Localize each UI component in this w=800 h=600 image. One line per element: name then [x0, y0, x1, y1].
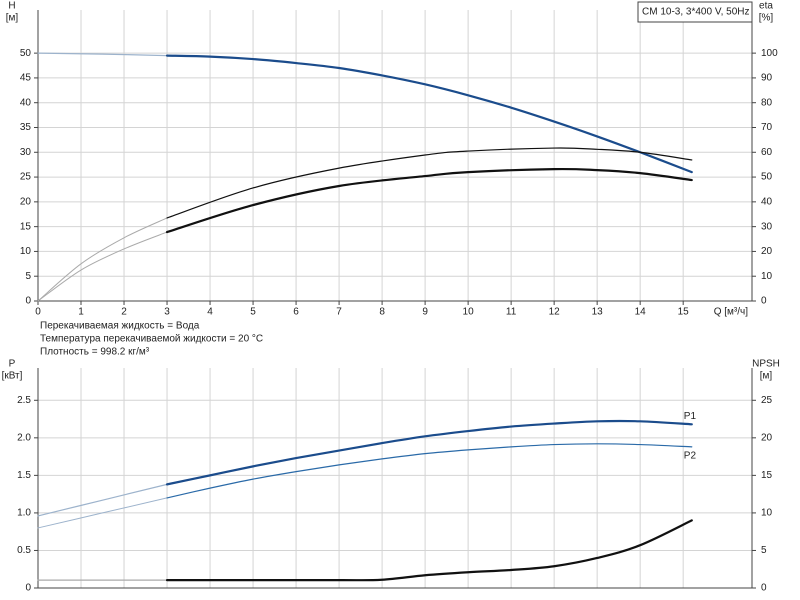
- y2-tick-label: 70: [761, 122, 773, 133]
- x-tick-label: 6: [293, 307, 299, 318]
- x-tick-label: 9: [422, 307, 428, 318]
- y2-tick-label: 60: [761, 147, 773, 158]
- y2-tick-label: 90: [761, 73, 773, 84]
- y-tick-label: 35: [20, 122, 32, 133]
- y-tick-label: 15: [20, 221, 32, 232]
- y2-unit: [м]: [760, 371, 773, 382]
- x-tick-label: 3: [164, 307, 170, 318]
- x-tick-label: 12: [549, 307, 561, 318]
- x-tick-label: 10: [463, 307, 475, 318]
- curve: [37, 52, 168, 57]
- curve: [166, 147, 693, 219]
- y-tick-label: 10: [20, 246, 32, 257]
- series-label: P1: [684, 411, 697, 422]
- x-tick-label: 4: [207, 307, 213, 318]
- y2-tick-label: 20: [761, 246, 773, 257]
- series-label: P2: [684, 450, 697, 461]
- y-label: P: [9, 359, 16, 370]
- y-tick-label: 30: [20, 147, 32, 158]
- x-tick-label: 8: [379, 307, 385, 318]
- y-unit: [кВт]: [2, 371, 23, 382]
- y2-label: NPSH: [752, 359, 780, 370]
- x-label: Q [м³/ч]: [714, 307, 749, 318]
- y-tick-label: 45: [20, 73, 32, 84]
- curve: [37, 483, 168, 517]
- x-tick-label: 1: [78, 307, 84, 318]
- x-tick-label: 11: [506, 307, 517, 318]
- y-tick-label: 2.0: [17, 432, 31, 443]
- y-tick-label: 5: [25, 271, 31, 282]
- y-tick-label: 0.5: [17, 545, 31, 556]
- y2-tick-label: 25: [761, 395, 773, 406]
- x-tick-label: 7: [336, 307, 342, 318]
- curve: [165, 419, 693, 486]
- chart-title: CM 10-3, 3*400 V, 50Hz: [642, 7, 749, 18]
- curve: [165, 54, 693, 174]
- y2-tick-label: 10: [761, 508, 773, 519]
- y2-label: eta: [759, 1, 773, 12]
- curve: [165, 519, 693, 582]
- curve: [165, 167, 693, 234]
- x-tick-label: 2: [121, 307, 127, 318]
- annotation: Перекачиваемая жидкость = Вода: [40, 321, 200, 332]
- y-tick-label: 25: [20, 172, 32, 183]
- y2-tick-label: 10: [761, 271, 773, 282]
- y-tick-label: 1.5: [17, 470, 31, 481]
- y2-tick-label: 50: [761, 172, 773, 183]
- x-tick-label: 0: [35, 307, 41, 318]
- y-tick-label: 2.5: [17, 395, 31, 406]
- y-label: H: [8, 1, 15, 12]
- y2-tick-label: 30: [761, 221, 773, 232]
- x-tick-label: 15: [678, 307, 690, 318]
- y-tick-label: 40: [20, 97, 32, 108]
- y2-tick-label: 20: [761, 432, 773, 443]
- curve: [37, 217, 168, 302]
- title-box: [637, 1, 753, 23]
- y-tick-label: 50: [20, 48, 32, 59]
- x-tick-label: 5: [250, 307, 256, 318]
- annotation: Температура перекачиваемой жидкости = 20…: [40, 334, 263, 345]
- y2-tick-label: 0: [761, 296, 767, 307]
- y-tick-label: 0: [25, 296, 31, 307]
- y-tick-label: 1.0: [17, 508, 31, 519]
- curve: [166, 443, 693, 499]
- y-tick-label: 0: [25, 583, 31, 594]
- x-tick-label: 14: [635, 307, 647, 318]
- y-tick-label: 20: [20, 196, 32, 207]
- annotation: Плотность = 998.2 кг/м³: [40, 347, 150, 358]
- y2-tick-label: 0: [761, 583, 767, 594]
- y2-tick-label: 5: [761, 545, 767, 556]
- y2-tick-label: 15: [761, 470, 773, 481]
- curve: [37, 497, 168, 529]
- y2-unit: [%]: [759, 13, 774, 24]
- curve: [37, 231, 168, 302]
- y2-tick-label: 80: [761, 97, 773, 108]
- x-tick-label: 13: [592, 307, 604, 318]
- y2-tick-label: 40: [761, 196, 773, 207]
- y-unit: [м]: [6, 13, 19, 24]
- y2-tick-label: 100: [761, 48, 778, 59]
